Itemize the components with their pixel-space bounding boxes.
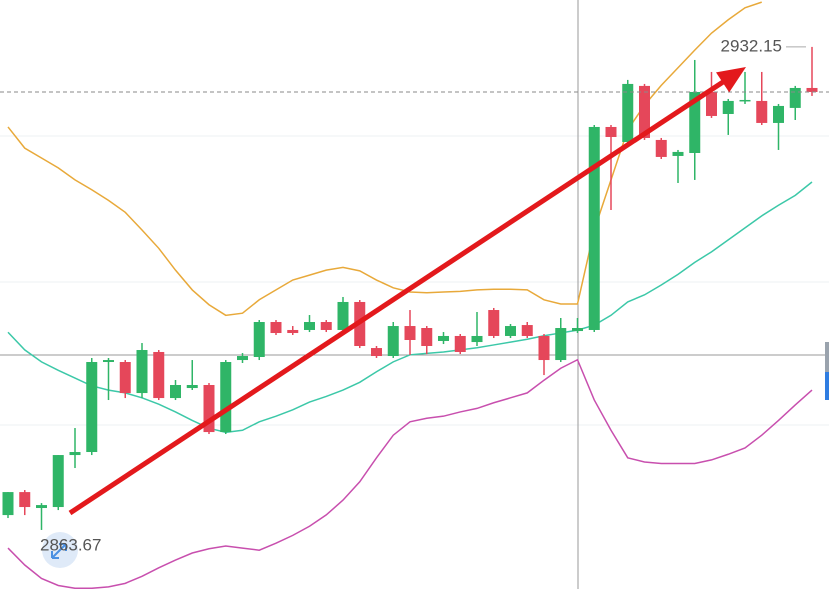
candle-body (203, 385, 215, 433)
candle-body (170, 385, 181, 399)
candle-body (622, 83, 634, 142)
candle-body (136, 350, 148, 394)
min-label: 2863.67 (40, 535, 101, 554)
candle-body (572, 328, 583, 332)
band-line (7, 358, 813, 589)
candle-body (19, 492, 31, 508)
candle-body (739, 99, 751, 102)
candle-body (773, 105, 784, 123)
candle-body (706, 91, 717, 116)
candle-body (555, 328, 567, 361)
candle-body (538, 335, 550, 361)
candle-body (588, 126, 600, 330)
candle-body (220, 362, 232, 433)
candle-body (505, 326, 516, 336)
edge-tab (825, 342, 829, 372)
candle-body (119, 362, 131, 394)
candle-body (639, 85, 650, 138)
candle-body (186, 385, 198, 389)
candle-body (471, 335, 483, 343)
candle-body (253, 322, 265, 357)
arrow-head (716, 67, 746, 93)
candle-body (103, 360, 114, 363)
candle-body (421, 328, 433, 346)
zoom-icon[interactable] (42, 532, 78, 568)
candle-body (722, 100, 734, 114)
candle-body (270, 322, 282, 334)
candle-body (304, 322, 315, 330)
candle-body (387, 326, 399, 357)
candle-body (672, 151, 684, 156)
candle-body (36, 505, 47, 509)
candle-body (605, 126, 617, 137)
candle-body (337, 301, 349, 330)
candle-body (521, 325, 533, 336)
candle-body (404, 326, 416, 340)
candle-body (237, 356, 248, 361)
candle-body (153, 351, 165, 399)
candle-body (86, 362, 98, 453)
band-line (7, 1, 762, 317)
candle-body (438, 335, 449, 341)
icon-glyph[interactable] (51, 543, 67, 559)
candle-body (69, 452, 81, 456)
edge-tab (825, 372, 829, 400)
candle-body (287, 329, 299, 334)
candle-body (756, 100, 768, 123)
candle-body (454, 335, 466, 352)
candle-body (806, 87, 818, 92)
max-label: 2932.15 (721, 36, 782, 55)
candle-body (320, 322, 332, 330)
candle-body (52, 455, 64, 508)
arrow-shaft (68, 79, 725, 516)
candle-body (371, 348, 382, 357)
candle-body (488, 310, 500, 336)
candle-body (2, 492, 14, 516)
candle-body (789, 87, 801, 108)
trend-arrow (68, 67, 746, 516)
candle-body (655, 139, 667, 157)
candle-body (689, 91, 701, 153)
